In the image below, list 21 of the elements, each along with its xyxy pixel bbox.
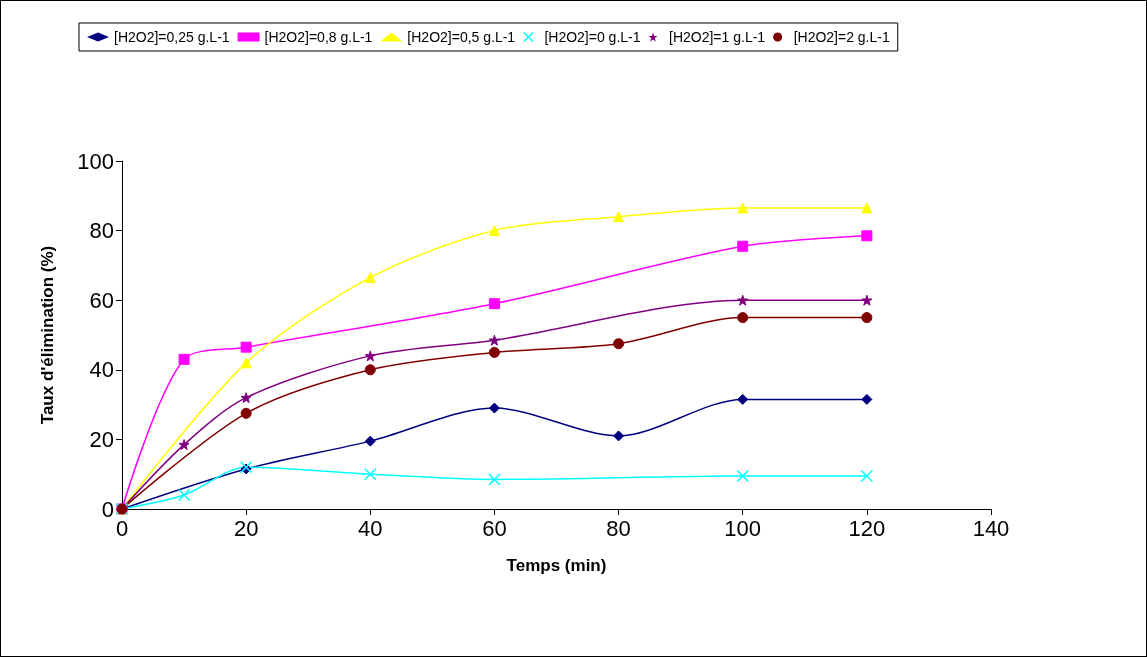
legend-label: [H2O2]=0,8 g.L-1 (264, 29, 373, 45)
y-tick-label: 40 (89, 357, 114, 383)
x-tick-label: 40 (358, 515, 383, 541)
y-tick-label: 80 (89, 218, 114, 244)
y-tick-label: 60 (89, 287, 114, 313)
x-tick-label: 100 (724, 515, 762, 541)
y-tick-label: 100 (77, 148, 114, 174)
legend-label: [H2O2]=0,5 g.L-1 (407, 29, 516, 45)
x-tick-label: 60 (482, 515, 507, 541)
x-axis-title: Temps (min) (506, 556, 607, 575)
x-tick-label: 80 (606, 515, 631, 541)
x-tick-label: 120 (848, 515, 886, 541)
legend-label: [H2O2]=2 g.L-1 (793, 29, 890, 45)
legend-label: [H2O2]=0 g.L-1 (544, 29, 641, 45)
legend-label: [H2O2]=0,25 g.L-1 (114, 29, 230, 45)
x-tick-label: 20 (233, 515, 259, 541)
y-tick-label: 0 (101, 496, 114, 522)
x-tick-label: 140 (972, 515, 1010, 541)
y-axis-title: Taux d'élimination (%) (38, 245, 57, 425)
y-tick-label: 20 (89, 426, 114, 452)
legend-label: [H2O2]=1 g.L-1 (669, 29, 766, 45)
